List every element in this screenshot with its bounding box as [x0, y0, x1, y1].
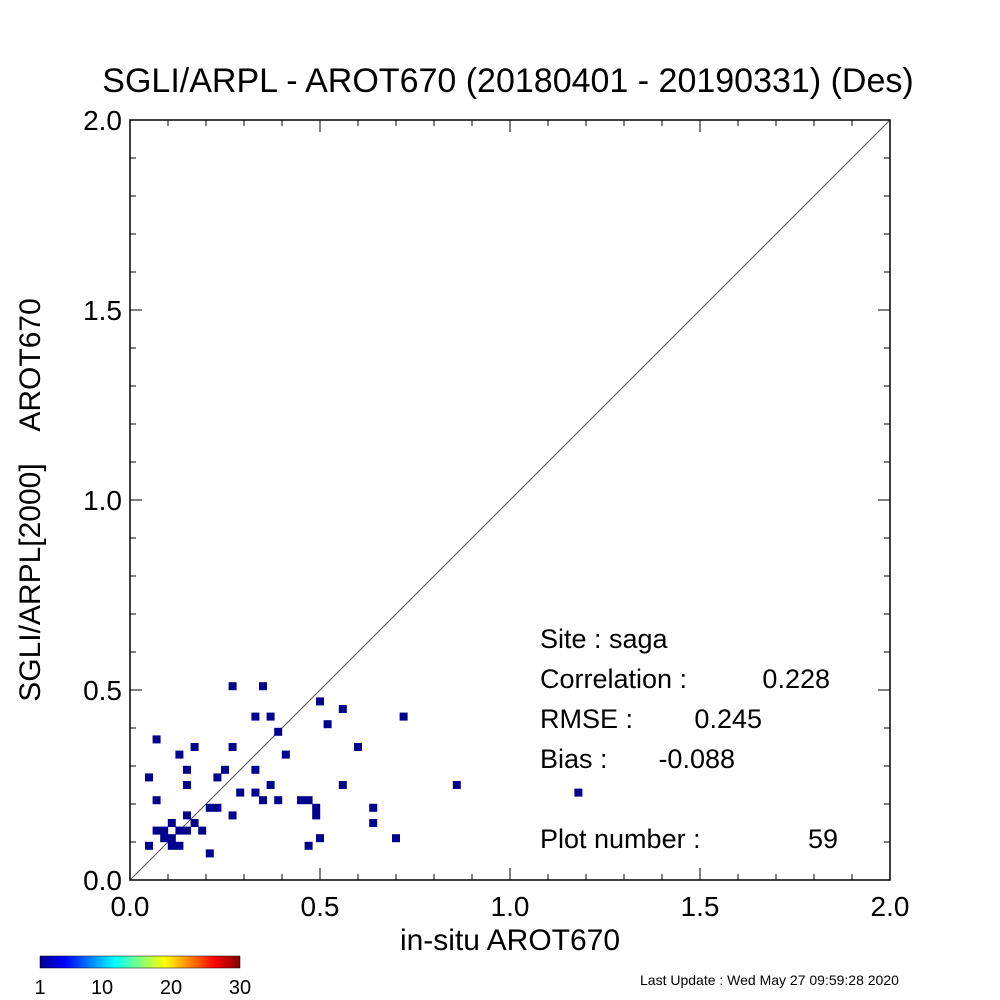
chart-title: SGLI/ARPL - AROT670 (20180401 - 20190331…: [102, 62, 913, 100]
plot-area: [129, 119, 891, 881]
x-tick-label: 0.0: [111, 891, 150, 922]
rmse-label: RMSE :: [540, 704, 633, 734]
data-points: [145, 682, 583, 858]
x-tick-label: 0.5: [301, 891, 340, 922]
colorbar: 1 10 20 30: [34, 955, 251, 999]
y-axis-label: SGLI/ARPL[2000] AROT670: [14, 298, 47, 702]
data-point: [167, 834, 176, 843]
data-point: [183, 811, 191, 820]
data-point: [175, 750, 184, 759]
data-point: [251, 765, 260, 774]
colorbar-ticks: 1 10 20 30: [34, 977, 251, 999]
colorbar-gradient: [39, 955, 241, 969]
data-point: [175, 841, 184, 850]
data-point: [152, 735, 161, 744]
data-point: [392, 834, 400, 843]
data-point: [259, 796, 267, 805]
data-point: [312, 811, 321, 820]
data-point: [198, 826, 207, 835]
data-point: [205, 803, 214, 812]
data-point: [323, 720, 332, 729]
data-point: [338, 705, 347, 713]
data-point: [205, 849, 214, 858]
data-point: [316, 697, 324, 706]
data-point: [183, 781, 191, 789]
data-point: [369, 819, 378, 827]
data-point: [354, 743, 362, 751]
colorbar-tick-label: 1: [34, 977, 45, 999]
data-point: [399, 712, 408, 721]
data-point: [152, 826, 161, 835]
data-point: [167, 841, 176, 850]
y-tick-label: 1.0: [83, 485, 122, 516]
colorbar-tick-label: 20: [160, 977, 182, 999]
y-tick-labels: 0.0 0.5 1.0 1.5 2.0: [83, 105, 122, 896]
data-point: [251, 712, 260, 721]
last-update-text: Last Update : Wed May 27 09:59:28 2020: [640, 972, 899, 988]
data-point: [316, 834, 324, 843]
axis-ticks: [129, 119, 891, 881]
data-point: [304, 841, 313, 850]
bias-value: -0.088: [658, 744, 735, 774]
data-point: [369, 803, 378, 812]
data-point: [160, 834, 169, 843]
data-point: [574, 788, 583, 797]
data-point: [160, 826, 169, 835]
data-point: [145, 841, 153, 850]
data-point: [152, 796, 161, 805]
data-point: [221, 765, 229, 774]
data-point: [259, 682, 267, 691]
x-tick-labels: 0.0 0.5 1.0 1.5 2.0: [111, 891, 910, 922]
data-point: [304, 796, 313, 805]
y-tick-label: 0.0: [83, 865, 122, 896]
data-point: [281, 750, 290, 759]
plot-number-label: Plot number :: [540, 824, 701, 854]
y-tick-label: 1.5: [83, 295, 122, 326]
x-axis-label: in-situ AROT670: [400, 924, 620, 957]
y-tick-label: 0.5: [83, 675, 122, 706]
data-point: [338, 781, 347, 789]
data-point: [175, 826, 184, 835]
colorbar-tick-label: 10: [91, 977, 113, 999]
data-point: [274, 796, 283, 805]
correlation-value: 0.228: [762, 664, 830, 694]
data-point: [452, 781, 461, 789]
data-point: [266, 712, 275, 721]
data-point: [266, 781, 275, 789]
site-label: Site : saga: [540, 624, 669, 654]
data-point: [167, 819, 176, 827]
data-point: [183, 765, 191, 774]
data-point: [183, 826, 191, 835]
data-point: [228, 682, 237, 691]
data-point: [228, 743, 237, 751]
correlation-label: Correlation :: [540, 664, 687, 694]
data-point: [190, 743, 199, 751]
data-point: [236, 788, 245, 797]
data-point: [190, 819, 199, 827]
data-point: [145, 773, 153, 782]
rmse-value: 0.245: [694, 704, 762, 734]
x-tick-label: 1.5: [681, 891, 720, 922]
data-point: [274, 727, 283, 736]
data-point: [213, 773, 222, 782]
bias-label: Bias :: [540, 744, 608, 774]
data-point: [312, 803, 321, 812]
data-point: [297, 796, 305, 805]
x-tick-label: 1.0: [491, 891, 530, 922]
plot-number-value: 59: [808, 824, 838, 854]
stats-box: Site : saga Correlation : 0.228 RMSE : 0…: [540, 624, 838, 854]
data-point: [251, 788, 260, 797]
colorbar-tick-label: 30: [229, 977, 251, 999]
y-tick-label: 2.0: [83, 105, 122, 136]
data-point: [228, 811, 237, 820]
data-point: [213, 803, 222, 812]
one-to-one-line: [129, 119, 891, 881]
x-tick-label: 2.0: [871, 891, 910, 922]
